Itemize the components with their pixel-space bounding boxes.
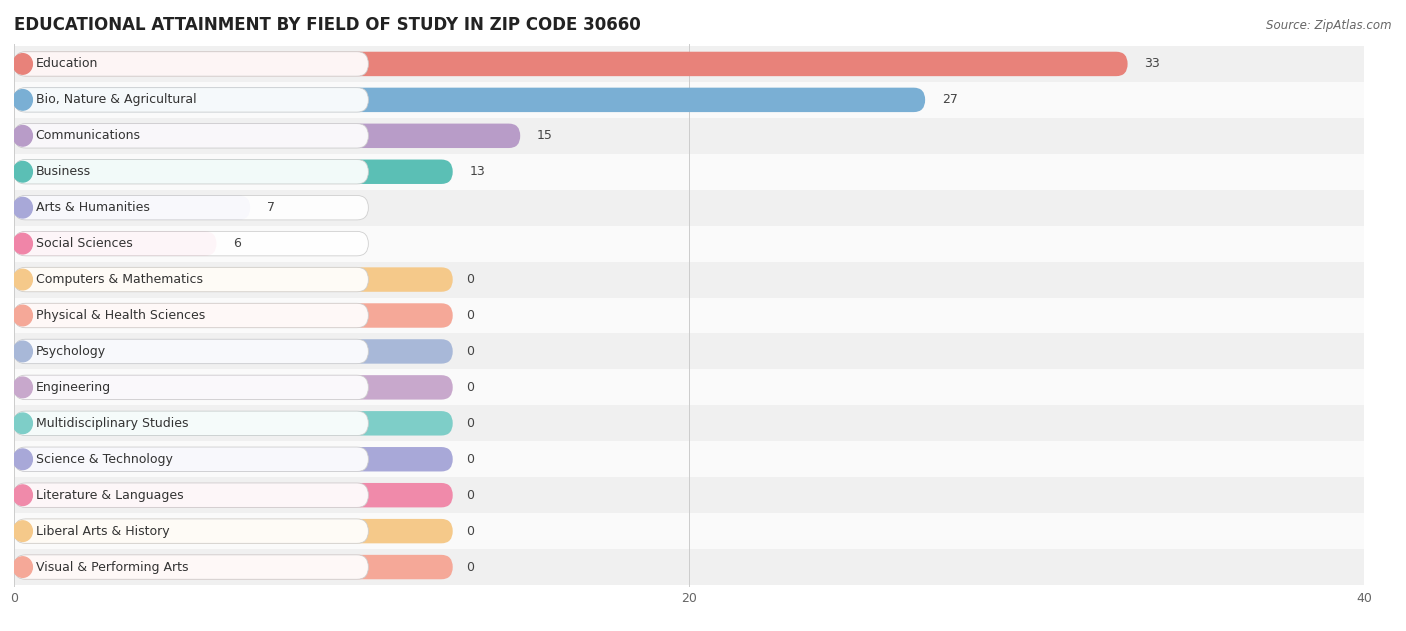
FancyBboxPatch shape — [14, 88, 925, 112]
Text: Science & Technology: Science & Technology — [35, 453, 173, 466]
Text: 0: 0 — [467, 488, 474, 502]
Text: 0: 0 — [467, 345, 474, 358]
FancyBboxPatch shape — [14, 483, 368, 507]
FancyBboxPatch shape — [14, 447, 368, 471]
FancyBboxPatch shape — [14, 375, 368, 399]
FancyBboxPatch shape — [14, 232, 368, 256]
FancyBboxPatch shape — [14, 339, 453, 363]
FancyBboxPatch shape — [14, 160, 368, 184]
Text: Multidisciplinary Studies: Multidisciplinary Studies — [35, 417, 188, 430]
FancyBboxPatch shape — [14, 52, 1128, 76]
Circle shape — [13, 269, 32, 290]
FancyBboxPatch shape — [14, 268, 453, 292]
Text: 13: 13 — [470, 165, 485, 178]
FancyBboxPatch shape — [14, 196, 250, 220]
FancyBboxPatch shape — [14, 196, 368, 220]
Text: 0: 0 — [467, 453, 474, 466]
Text: 7: 7 — [267, 201, 276, 214]
Text: Physical & Health Sciences: Physical & Health Sciences — [35, 309, 205, 322]
FancyBboxPatch shape — [14, 447, 453, 471]
Text: 6: 6 — [233, 237, 242, 250]
Circle shape — [13, 54, 32, 74]
Circle shape — [13, 485, 32, 505]
FancyBboxPatch shape — [14, 304, 453, 327]
Bar — [14, 549, 1364, 585]
Text: Social Sciences: Social Sciences — [35, 237, 132, 250]
Bar — [14, 82, 1364, 118]
FancyBboxPatch shape — [14, 52, 368, 76]
FancyBboxPatch shape — [14, 411, 453, 435]
Circle shape — [13, 162, 32, 182]
Bar — [14, 226, 1364, 262]
Bar — [14, 46, 1364, 82]
FancyBboxPatch shape — [14, 519, 368, 543]
Text: Arts & Humanities: Arts & Humanities — [35, 201, 149, 214]
Bar — [14, 441, 1364, 477]
Text: Communications: Communications — [35, 129, 141, 143]
FancyBboxPatch shape — [14, 339, 368, 363]
FancyBboxPatch shape — [14, 483, 453, 507]
FancyBboxPatch shape — [14, 304, 368, 327]
Text: 33: 33 — [1144, 57, 1160, 71]
Text: Business: Business — [35, 165, 91, 178]
FancyBboxPatch shape — [14, 124, 368, 148]
Bar — [14, 118, 1364, 154]
Text: 0: 0 — [467, 273, 474, 286]
Text: Education: Education — [35, 57, 98, 71]
Text: 0: 0 — [467, 417, 474, 430]
FancyBboxPatch shape — [14, 88, 368, 112]
Text: 0: 0 — [467, 560, 474, 574]
Circle shape — [13, 449, 32, 469]
Bar — [14, 477, 1364, 513]
Circle shape — [13, 126, 32, 146]
FancyBboxPatch shape — [14, 519, 453, 543]
Text: 27: 27 — [942, 93, 957, 107]
FancyBboxPatch shape — [14, 268, 368, 292]
Bar — [14, 333, 1364, 369]
Bar — [14, 262, 1364, 298]
Circle shape — [13, 413, 32, 433]
Bar — [14, 405, 1364, 441]
Circle shape — [13, 521, 32, 541]
FancyBboxPatch shape — [14, 160, 453, 184]
Text: 15: 15 — [537, 129, 553, 143]
Circle shape — [13, 557, 32, 577]
Bar — [14, 154, 1364, 190]
Text: 0: 0 — [467, 524, 474, 538]
Circle shape — [13, 341, 32, 362]
Circle shape — [13, 198, 32, 218]
Text: 0: 0 — [467, 381, 474, 394]
FancyBboxPatch shape — [14, 411, 368, 435]
FancyBboxPatch shape — [14, 555, 368, 579]
Text: Liberal Arts & History: Liberal Arts & History — [35, 524, 169, 538]
FancyBboxPatch shape — [14, 232, 217, 256]
Text: Engineering: Engineering — [35, 381, 111, 394]
FancyBboxPatch shape — [14, 124, 520, 148]
Text: EDUCATIONAL ATTAINMENT BY FIELD OF STUDY IN ZIP CODE 30660: EDUCATIONAL ATTAINMENT BY FIELD OF STUDY… — [14, 16, 641, 34]
Circle shape — [13, 377, 32, 398]
Text: Computers & Mathematics: Computers & Mathematics — [35, 273, 202, 286]
Circle shape — [13, 233, 32, 254]
Text: Source: ZipAtlas.com: Source: ZipAtlas.com — [1267, 19, 1392, 32]
Text: Visual & Performing Arts: Visual & Performing Arts — [35, 560, 188, 574]
Bar — [14, 298, 1364, 333]
Bar — [14, 369, 1364, 405]
Bar — [14, 190, 1364, 226]
Text: 0: 0 — [467, 309, 474, 322]
FancyBboxPatch shape — [14, 555, 453, 579]
Bar — [14, 513, 1364, 549]
Text: Psychology: Psychology — [35, 345, 105, 358]
Circle shape — [13, 305, 32, 326]
Text: Literature & Languages: Literature & Languages — [35, 488, 183, 502]
FancyBboxPatch shape — [14, 375, 453, 399]
Circle shape — [13, 90, 32, 110]
Text: Bio, Nature & Agricultural: Bio, Nature & Agricultural — [35, 93, 197, 107]
